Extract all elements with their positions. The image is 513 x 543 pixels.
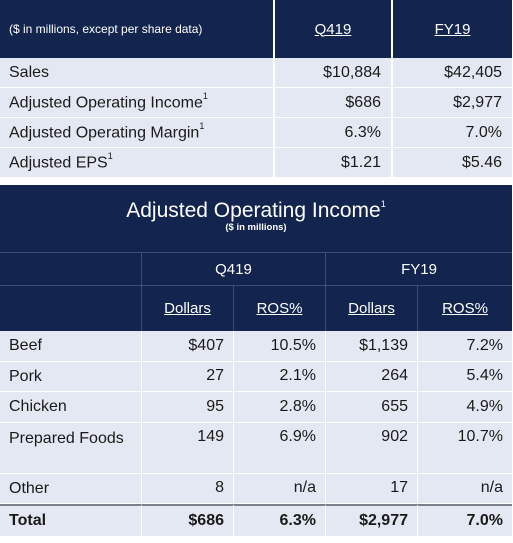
row-label: Adjusted EPS1 bbox=[0, 148, 275, 178]
blank-header-cell bbox=[0, 252, 142, 285]
cell-value: 655 bbox=[326, 392, 418, 423]
cell-value: 5.4% bbox=[418, 361, 512, 392]
group-header-fy19: FY19 bbox=[326, 252, 512, 285]
summary-table: ($ in millions, except per share data) Q… bbox=[0, 0, 512, 178]
cell-fy19: 7.0% bbox=[393, 118, 512, 148]
column-header-row: Dollars ROS% Dollars ROS% bbox=[0, 285, 512, 331]
cell-q419: 6.3% bbox=[275, 118, 393, 148]
footnote-marker: 1 bbox=[380, 199, 386, 209]
table-row: Prepared Foods 149 6.9% 902 10.7% bbox=[0, 422, 512, 474]
row-label-text: Adjusted EPS bbox=[9, 154, 108, 172]
column-header-ros: ROS% bbox=[234, 285, 326, 331]
group-header-row: Q419 FY19 bbox=[0, 252, 512, 285]
group-header-q419: Q419 bbox=[142, 252, 326, 285]
total-value: $2,977 bbox=[326, 504, 418, 536]
blank-header-cell bbox=[0, 285, 142, 331]
cell-q419: $686 bbox=[275, 88, 393, 118]
table-row: Adjusted Operating Margin1 6.3% 7.0% bbox=[0, 118, 512, 148]
footnote-marker: 1 bbox=[202, 90, 208, 101]
table-title-row: Adjusted Operating Income1 ($ in million… bbox=[0, 185, 512, 252]
cell-value: 95 bbox=[142, 392, 234, 423]
summary-header-row: ($ in millions, except per share data) Q… bbox=[0, 0, 512, 58]
cell-value: 6.9% bbox=[234, 422, 326, 474]
row-label: Pork bbox=[0, 361, 142, 392]
table-row: Adjusted EPS1 $1.21 $5.46 bbox=[0, 148, 512, 178]
cell-fy19: $2,977 bbox=[393, 88, 512, 118]
table-row: Beef $407 10.5% $1,139 7.2% bbox=[0, 331, 512, 362]
cell-value: 2.8% bbox=[234, 392, 326, 423]
period-header-q419: Q419 bbox=[275, 0, 393, 58]
cell-value: $407 bbox=[142, 331, 234, 362]
cell-fy19: $5.46 bbox=[393, 148, 512, 178]
row-label: Beef bbox=[0, 331, 142, 362]
table-row: Other 8 n/a 17 n/a bbox=[0, 473, 512, 504]
table-row: Chicken 95 2.8% 655 4.9% bbox=[0, 392, 512, 423]
cell-q419: $10,884 bbox=[275, 58, 393, 88]
row-label-text: Adjusted Operating Margin bbox=[9, 124, 200, 142]
table-row: Pork 27 2.1% 264 5.4% bbox=[0, 361, 512, 392]
cell-value: 10.5% bbox=[234, 331, 326, 362]
row-label: Adjusted Operating Income1 bbox=[0, 88, 275, 118]
operating-income-table: Adjusted Operating Income1 ($ in million… bbox=[0, 185, 512, 536]
cell-value: 27 bbox=[142, 361, 234, 392]
cell-value: 264 bbox=[326, 361, 418, 392]
row-label: Chicken bbox=[0, 392, 142, 423]
column-header-ros: ROS% bbox=[418, 285, 512, 331]
total-value: 6.3% bbox=[234, 504, 326, 536]
summary-header-label: ($ in millions, except per share data) bbox=[0, 0, 275, 58]
row-label: Other bbox=[0, 473, 142, 504]
row-label: Sales bbox=[0, 58, 275, 88]
cell-value: n/a bbox=[418, 473, 512, 504]
row-label: Adjusted Operating Margin1 bbox=[0, 118, 275, 148]
total-value: $686 bbox=[142, 504, 234, 536]
cell-value: 2.1% bbox=[234, 361, 326, 392]
cell-value: 7.2% bbox=[418, 331, 512, 362]
footnote-marker: 1 bbox=[107, 150, 113, 161]
table-title-text: Adjusted Operating Income1 bbox=[0, 195, 512, 222]
row-label-text: Sales bbox=[9, 63, 50, 81]
cell-value: 4.9% bbox=[418, 392, 512, 423]
column-header-dollars: Dollars bbox=[142, 285, 234, 331]
cell-q419: $1.21 bbox=[275, 148, 393, 178]
total-row: Total $686 6.3% $2,977 7.0% bbox=[0, 504, 512, 536]
cell-value: 902 bbox=[326, 422, 418, 474]
cell-fy19: $42,405 bbox=[393, 58, 512, 88]
footnote-marker: 1 bbox=[199, 120, 205, 131]
cell-value: $1,139 bbox=[326, 331, 418, 362]
table-row: Sales $10,884 $42,405 bbox=[0, 58, 512, 88]
table-title: Adjusted Operating Income1 ($ in million… bbox=[0, 185, 512, 252]
cell-value: 17 bbox=[326, 473, 418, 504]
total-value: 7.0% bbox=[418, 504, 512, 536]
row-label: Prepared Foods bbox=[0, 422, 142, 474]
total-label: Total bbox=[0, 504, 142, 536]
cell-value: 8 bbox=[142, 473, 234, 504]
row-label-text: Adjusted Operating Income bbox=[9, 94, 203, 112]
period-header-fy19: FY19 bbox=[393, 0, 512, 58]
cell-value: n/a bbox=[234, 473, 326, 504]
column-header-dollars: Dollars bbox=[326, 285, 418, 331]
title-label: Adjusted Operating Income bbox=[126, 199, 381, 222]
cell-value: 149 bbox=[142, 422, 234, 474]
table-subtitle: ($ in millions) bbox=[225, 222, 287, 233]
table-row: Adjusted Operating Income1 $686 $2,977 bbox=[0, 88, 512, 118]
cell-value: 10.7% bbox=[418, 422, 512, 474]
